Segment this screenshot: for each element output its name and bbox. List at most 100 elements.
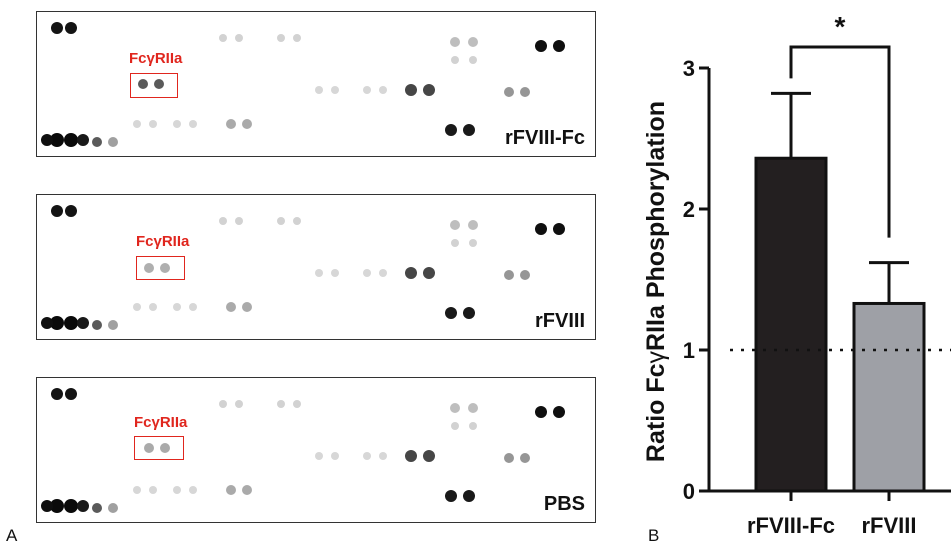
blot-rfviii-fc-spot-31 <box>189 120 197 128</box>
bar-rfviii-fc <box>754 156 828 493</box>
blot-pbs-spot-31 <box>189 486 197 494</box>
blot-rfviii-spot-17 <box>469 239 477 247</box>
blot-rfviii-spot-13 <box>293 217 301 225</box>
blot-rfviii-fc-spot-30 <box>173 120 181 128</box>
fcgriia-highlight-box <box>130 73 178 98</box>
blot-rfviii-spot-21 <box>520 270 530 280</box>
blot-rfviii-spot-3 <box>64 316 78 330</box>
blot-pbs-spot-30 <box>173 486 181 494</box>
blot-rfviii-spot-9 <box>108 320 118 330</box>
panel-a-letter: A <box>6 526 18 545</box>
blot-pbs-spot-36 <box>144 443 154 453</box>
blot-rfviii-spot-34 <box>363 269 371 277</box>
blot-rfviii-fc-spot-16 <box>451 56 459 64</box>
blot-pbs-spot-34 <box>363 452 371 460</box>
blot-rfviii-spot-23 <box>463 307 475 319</box>
blot-rfviii-spot-26 <box>226 302 236 312</box>
blot-rfviii-spot-11 <box>235 217 243 225</box>
bar-chart: 0 1 2 3 rFVIII-Fc rFVIII * Ratio FcγRIIa Phosph… <box>642 11 951 538</box>
blot-rfviii-fc-spot-2 <box>50 133 64 147</box>
y-tick-label: 3 <box>683 56 695 81</box>
blot-rfviii-fc-spot-35 <box>379 86 387 94</box>
blot-rfviii-fc-spot-36 <box>138 79 148 89</box>
blot-rfviii-spot-14 <box>450 220 460 230</box>
blot-pbs-spot-12 <box>277 400 285 408</box>
blot-pbs-spot-25 <box>553 406 565 418</box>
blot-pbs-spot-28 <box>133 486 141 494</box>
blot-pbs-spot-3 <box>64 499 78 513</box>
blot-pbs-spot-23 <box>463 490 475 502</box>
blot-rfviii-fc: FcγRIIa rFVIII-Fc <box>36 11 596 157</box>
blot-pbs-spot-18 <box>405 450 417 462</box>
blot-rfviii-spot-15 <box>468 220 478 230</box>
blot-rfviii-spot-0 <box>51 205 63 217</box>
blot-label: rFVIII <box>534 310 585 332</box>
blot-rfviii-fc-spot-10 <box>219 34 227 42</box>
blot-pbs-spot-6 <box>41 500 53 512</box>
blot-rfviii-spot-27 <box>242 302 252 312</box>
blot-rfviii-fc-spot-7 <box>77 134 89 146</box>
blot-pbs-spot-0 <box>51 388 63 400</box>
x-tick-label: rFVIII <box>861 513 916 538</box>
blot-rfviii-spot-10 <box>219 217 227 225</box>
blot-rfviii-fc-spot-27 <box>242 119 252 129</box>
blot-rfviii-spot-1 <box>65 205 77 217</box>
blot-dots <box>41 22 565 147</box>
blot-pbs-spot-15 <box>468 403 478 413</box>
blot-pbs-spot-33 <box>331 452 339 460</box>
blot-rfviii-fc-spot-15 <box>468 37 478 47</box>
blot-rfviii-spot-7 <box>77 317 89 329</box>
blot-rfviii-spot-22 <box>445 307 457 319</box>
blot-rfviii-fc-spot-24 <box>535 40 547 52</box>
x-tick-label: rFVIII-Fc <box>747 513 835 538</box>
blot-pbs-spot-14 <box>450 403 460 413</box>
blot-rfviii-fc-spot-17 <box>469 56 477 64</box>
blot-rfviii-fc-spot-33 <box>331 86 339 94</box>
blot-rfviii-fc-spot-25 <box>553 40 565 52</box>
blot-rfviii-fc-spot-12 <box>277 34 285 42</box>
blot-rfviii-spot-12 <box>277 217 285 225</box>
blot-rfviii: FcγRIIa rFVIII <box>36 194 596 340</box>
blot-pbs-spot-17 <box>469 422 477 430</box>
blot-rfviii-fc-spot-21 <box>520 87 530 97</box>
blot-rfviii-spot-19 <box>423 267 435 279</box>
bar-rfviii <box>852 301 926 493</box>
y-tick-label: 1 <box>683 338 695 363</box>
blot-rfviii-fc-spot-8 <box>92 137 102 147</box>
blot-pbs-spot-16 <box>451 422 459 430</box>
blot-rfviii-fc-spot-32 <box>315 86 323 94</box>
blot-rfviii-fc-spot-26 <box>226 119 236 129</box>
blot-rfviii-spot-35 <box>379 269 387 277</box>
blot-dots <box>41 388 565 513</box>
blot-pbs-spot-37 <box>160 443 170 453</box>
blot-pbs-spot-21 <box>520 453 530 463</box>
fcgriia-label: FcγRIIa <box>134 414 188 431</box>
blot-rfviii-fc-spot-14 <box>450 37 460 47</box>
blot-rfviii-spot-8 <box>92 320 102 330</box>
blot-pbs-spot-20 <box>504 453 514 463</box>
y-axis-title: Ratio FcγRIIa Phosphorylation <box>642 101 670 462</box>
blot-pbs: FcγRIIa PBS <box>36 377 596 523</box>
blot-rfviii-spot-36 <box>144 263 154 273</box>
blot-rfviii-spot-30 <box>173 303 181 311</box>
blot-pbs-spot-1 <box>65 388 77 400</box>
blot-pbs-spot-27 <box>242 485 252 495</box>
blot-rfviii-spot-33 <box>331 269 339 277</box>
blot-rfviii-spot-6 <box>41 317 53 329</box>
blot-rfviii-spot-28 <box>133 303 141 311</box>
blot-pbs-spot-24 <box>535 406 547 418</box>
blot-rfviii-fc-spot-3 <box>64 133 78 147</box>
blot-rfviii-spot-37 <box>160 263 170 273</box>
blot-rfviii-spot-16 <box>451 239 459 247</box>
blot-pbs-spot-26 <box>226 485 236 495</box>
blot-pbs-spot-7 <box>77 500 89 512</box>
blot-pbs-spot-32 <box>315 452 323 460</box>
blot-pbs-spot-22 <box>445 490 457 502</box>
blot-label: PBS <box>543 493 585 515</box>
significance-bracket <box>789 45 891 238</box>
y-tick-label: 0 <box>683 479 695 504</box>
blot-rfviii-fc-spot-34 <box>363 86 371 94</box>
blot-pbs-spot-11 <box>235 400 243 408</box>
blot-rfviii-spot-29 <box>149 303 157 311</box>
blot-rfviii-fc-spot-29 <box>149 120 157 128</box>
